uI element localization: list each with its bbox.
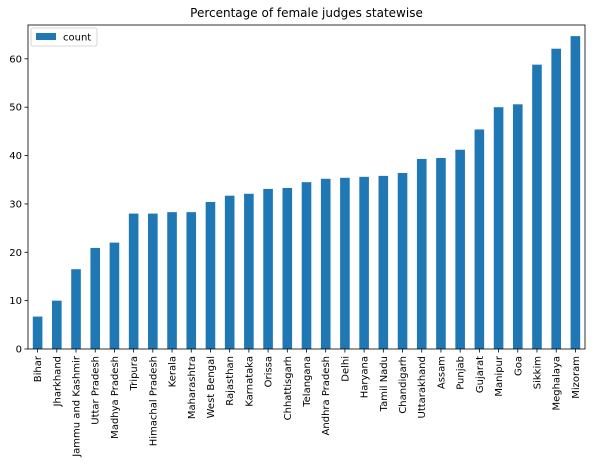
x-tick-label: Gujarat xyxy=(475,356,486,393)
bar-sikkim xyxy=(532,64,542,350)
bar-himachal-pradesh xyxy=(148,213,158,349)
bar-haryana xyxy=(359,176,369,349)
bar-delhi xyxy=(340,177,350,349)
legend-label: count xyxy=(63,33,91,44)
x-tick-label: Uttar Pradesh xyxy=(91,356,102,425)
x-tick-label: Delhi xyxy=(340,356,351,382)
x-tick-label: Madhya Pradesh xyxy=(110,356,121,439)
x-tick-label: Punjab xyxy=(456,356,467,390)
plot-frame xyxy=(27,24,586,350)
x-axis: Bihar Jharkhand Jammu and Kashmir Uttar Pra… xyxy=(33,349,582,458)
bar-jammu-and-kashmir xyxy=(71,269,81,349)
bar-orissa xyxy=(263,188,273,349)
x-tick-label: Bihar xyxy=(33,355,44,382)
x-tick-label: Haryana xyxy=(360,356,371,398)
x-tick-label: Telangana xyxy=(302,356,313,408)
x-tick-label: Goa xyxy=(513,356,524,376)
bar-west-bengal xyxy=(205,201,216,349)
bar-rajasthan xyxy=(224,195,235,349)
bar-telangana xyxy=(301,182,312,349)
y-tick-label: 40 xyxy=(9,151,22,162)
x-tick-label: Chhattisgarh xyxy=(283,356,294,420)
bar-uttar-pradesh xyxy=(90,247,101,349)
x-tick-label: Assam xyxy=(436,356,447,389)
y-tick-label: 10 xyxy=(9,296,22,307)
x-tick-label: Rajasthan xyxy=(225,356,236,406)
x-tick-label: Uttarakhand xyxy=(417,356,428,418)
bar-mizoram xyxy=(570,36,581,350)
bar-karnataka xyxy=(244,193,254,349)
y-tick-label: 0 xyxy=(16,345,22,356)
bar-bihar xyxy=(32,316,43,349)
x-tick-label: Kerala xyxy=(168,356,179,387)
bar-tripura xyxy=(128,213,139,349)
y-tick-label: 20 xyxy=(9,248,22,259)
x-tick-label: Manipur xyxy=(494,355,505,397)
x-tick-label: West Bengal xyxy=(206,356,217,418)
x-tick-label: Maharashtra xyxy=(187,356,198,419)
y-tick-label: 60 xyxy=(9,54,22,65)
y-tick-label: 30 xyxy=(9,199,22,210)
bar-punjab xyxy=(455,149,465,349)
y-tick-label: 50 xyxy=(9,103,22,114)
bar-tamil-nadu xyxy=(378,175,389,349)
x-tick-label: Orissa xyxy=(264,356,275,387)
x-tick-label: Meghalaya xyxy=(552,356,563,411)
x-tick-label: Andhra Pradesh xyxy=(321,356,332,435)
x-tick-label: Tamil Nadu xyxy=(379,356,390,412)
x-tick-label: Himachal Pradesh xyxy=(148,356,159,446)
bar-manipur xyxy=(493,107,504,350)
bar-uttarakhand xyxy=(416,158,427,349)
bar-madhya-pradesh xyxy=(109,242,120,349)
bar-andhra-pradesh xyxy=(320,178,331,349)
chart-title: Percentage of female judges statewise xyxy=(190,6,423,20)
bar-assam xyxy=(436,157,446,349)
legend-box xyxy=(30,27,98,47)
bar-maharashtra xyxy=(186,212,197,349)
bars-layer xyxy=(32,36,581,350)
bar-chandigarh xyxy=(397,172,408,349)
x-tick-label: Karnataka xyxy=(244,356,255,407)
y-axis: 0 10 20 30 40 50 60 xyxy=(9,54,28,356)
bar-goa xyxy=(512,104,523,349)
bar-kerala xyxy=(167,212,177,349)
bar-gujarat xyxy=(474,129,485,349)
x-tick-label: Jharkhand xyxy=(52,356,63,407)
legend: count xyxy=(30,27,98,47)
x-tick-label: Mizoram xyxy=(571,356,582,399)
x-tick-label: Jammu and Kashmir xyxy=(72,355,83,458)
x-tick-label: Chandigarh xyxy=(398,356,409,414)
x-tick-label: Tripura xyxy=(129,356,140,391)
bar-meghalaya xyxy=(551,48,561,349)
bar-jharkhand xyxy=(52,300,62,349)
bar-chhattisgarh xyxy=(282,187,293,349)
legend-swatch xyxy=(36,33,56,40)
x-tick-label: Sikkim xyxy=(532,356,543,389)
